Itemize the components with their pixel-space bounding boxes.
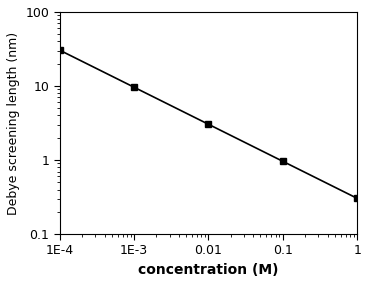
Y-axis label: Debye screening length (nm): Debye screening length (nm) (7, 32, 20, 215)
X-axis label: concentration (M): concentration (M) (138, 263, 279, 277)
